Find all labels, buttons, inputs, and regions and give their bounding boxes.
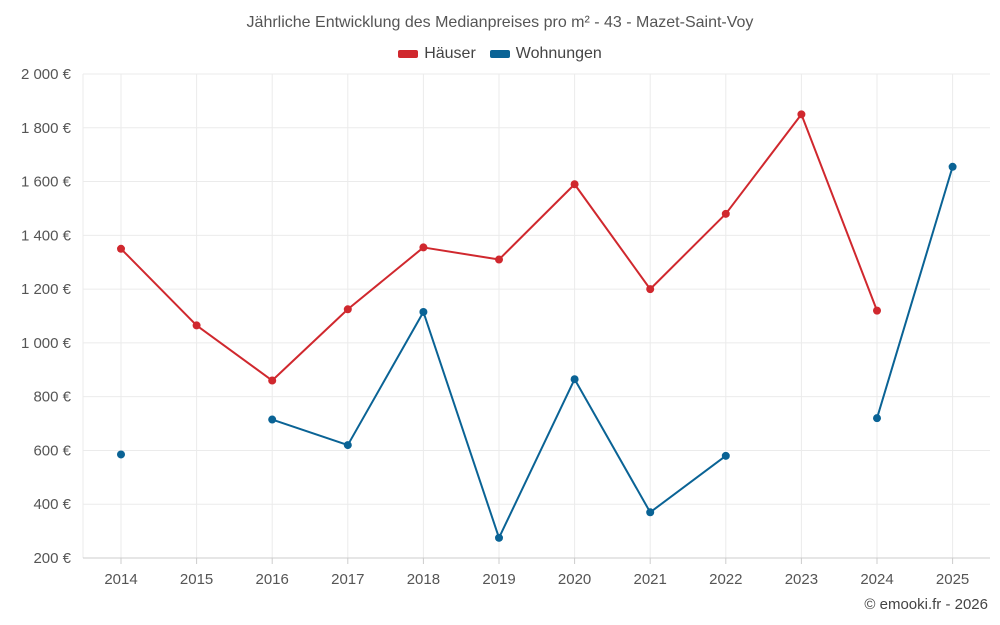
data-point-haeuser [873, 306, 881, 315]
legend-swatch-wohnungen [489, 50, 510, 58]
grid [82, 73, 990, 559]
data-point-wohnungen [873, 414, 881, 423]
axes: 200 € 400 € 600 € 800 € 1 000 € 1 200 € 1 400 … [21, 66, 990, 588]
x-tick-label: 2019 [482, 571, 515, 588]
y-tick-label: 600 € [33, 442, 71, 459]
data-point-haeuser [570, 180, 579, 189]
x-tick-label: 2021 [634, 571, 667, 588]
series-haeuser [117, 110, 881, 385]
legend-item-haeuser[interactable]: Häuser [398, 45, 476, 63]
y-tick-label: 400 € [33, 496, 71, 513]
y-tick-label: 1 800 € [21, 120, 72, 137]
x-tick-label: 2016 [256, 571, 289, 588]
x-tick-label: 2017 [331, 571, 364, 588]
data-point-haeuser [268, 376, 277, 385]
x-tick-label: 2015 [180, 571, 213, 588]
data-point-wohnungen [343, 441, 352, 450]
data-point-haeuser [117, 244, 125, 253]
series-wohnungen [117, 162, 957, 542]
copyright-footer: © emooki.fr - 2026 [864, 596, 988, 613]
data-point-haeuser [419, 243, 428, 252]
data-point-wohnungen [268, 415, 277, 424]
data-point-wohnungen [419, 307, 428, 316]
x-tick-label: 2024 [860, 571, 893, 588]
data-point-haeuser [797, 110, 806, 119]
y-tick-label: 1 200 € [21, 281, 72, 298]
series [117, 110, 957, 542]
legend-swatch-haeuser [398, 50, 419, 58]
data-point-wohnungen [570, 375, 579, 384]
line-wohnungen [876, 166, 954, 419]
legend-label-haeuser: Häuser [424, 45, 476, 62]
x-tick-label: 2022 [709, 571, 742, 588]
data-point-wohnungen [117, 450, 125, 459]
x-tick-label: 2023 [785, 571, 818, 588]
y-tick-label: 800 € [33, 389, 71, 406]
data-point-haeuser [192, 321, 201, 330]
x-tick-label: 2014 [104, 571, 137, 588]
chart-title: Jährliche Entwicklung des Medianpreises … [246, 14, 754, 31]
y-tick-label: 1 600 € [21, 174, 72, 191]
y-tick-label: 1 000 € [21, 335, 72, 352]
data-point-haeuser [343, 305, 352, 314]
data-point-wohnungen [495, 533, 503, 542]
x-tick-label: 2025 [936, 571, 969, 588]
x-tick-label: 2020 [558, 571, 591, 588]
legend-item-wohnungen[interactable]: Wohnungen [489, 45, 602, 63]
data-point-haeuser [646, 285, 655, 294]
data-point-wohnungen [721, 451, 730, 460]
data-point-haeuser [495, 255, 503, 264]
y-tick-label: 2 000 € [21, 66, 72, 83]
data-point-wohnungen [646, 508, 655, 517]
legend: Häuser Wohnungen [0, 45, 1000, 63]
data-point-wohnungen [948, 162, 957, 171]
y-tick-label: 200 € [33, 550, 71, 567]
x-tick-label: 2018 [407, 571, 440, 588]
y-tick-label: 1 400 € [21, 227, 72, 244]
data-point-haeuser [721, 209, 730, 218]
legend-label-wohnungen: Wohnungen [515, 45, 602, 62]
